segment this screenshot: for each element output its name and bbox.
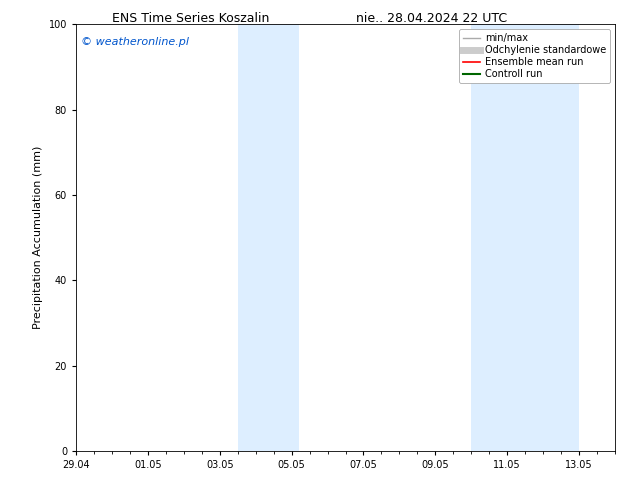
Text: nie.. 28.04.2024 22 UTC: nie.. 28.04.2024 22 UTC <box>356 12 507 25</box>
Bar <box>238 24 299 451</box>
Text: © weatheronline.pl: © weatheronline.pl <box>81 37 190 48</box>
Text: ENS Time Series Koszalin: ENS Time Series Koszalin <box>112 12 269 25</box>
Legend: min/max, Odchylenie standardowe, Ensemble mean run, Controll run: min/max, Odchylenie standardowe, Ensembl… <box>459 29 610 83</box>
Bar <box>471 24 579 451</box>
Y-axis label: Precipitation Accumulation (mm): Precipitation Accumulation (mm) <box>33 146 43 329</box>
